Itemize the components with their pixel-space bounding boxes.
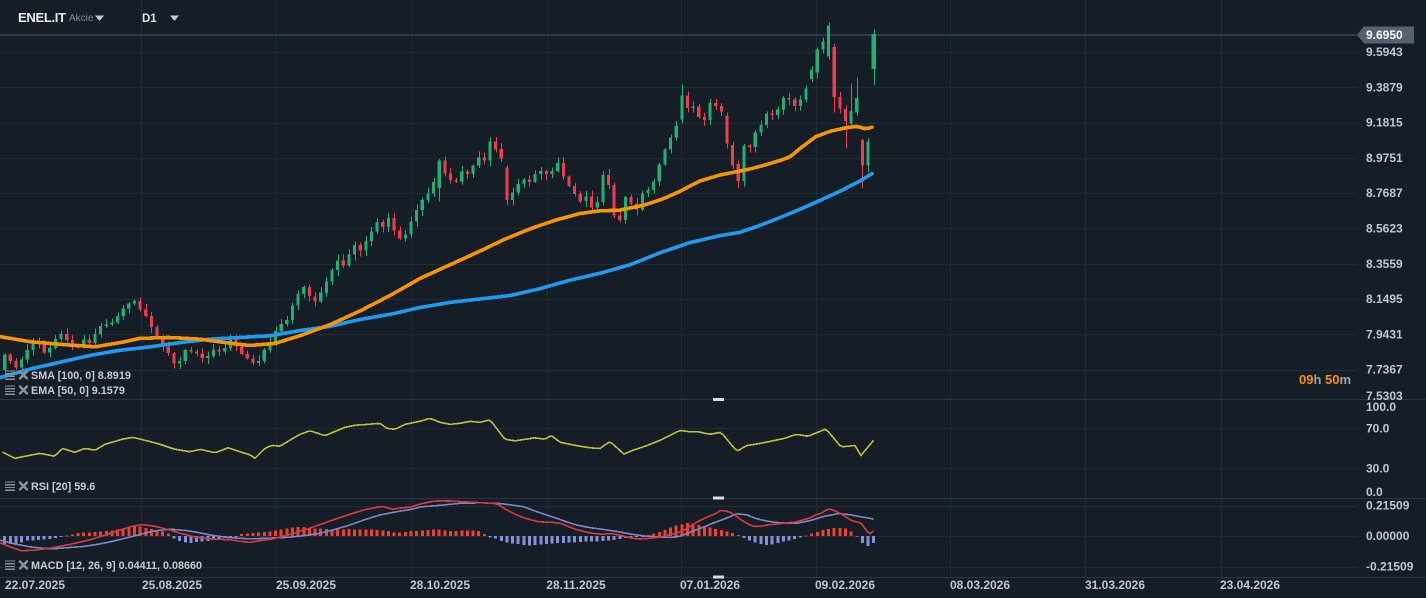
svg-text:8.5623: 8.5623 [1366,222,1403,236]
svg-text:7.5303: 7.5303 [1366,389,1403,403]
svg-text:28.10.2025: 28.10.2025 [410,578,470,592]
svg-text:SMA [100, 0] 8.8919: SMA [100, 0] 8.8919 [31,370,131,382]
svg-text:0.21509: 0.21509 [1366,499,1410,513]
svg-text:25.09.2025: 25.09.2025 [276,578,336,592]
svg-text:ENEL.IT: ENEL.IT [18,10,66,25]
svg-text:Akcie: Akcie [69,13,94,24]
svg-text:9.5943: 9.5943 [1366,45,1403,59]
svg-text:D1: D1 [142,13,157,25]
svg-text:07.01.2026: 07.01.2026 [680,578,740,592]
svg-text:9.6950: 9.6950 [1366,28,1403,42]
svg-text:0.0: 0.0 [1366,485,1383,499]
svg-text:100.0: 100.0 [1366,400,1396,414]
svg-text:9.1815: 9.1815 [1366,116,1403,130]
svg-text:7.7367: 7.7367 [1366,363,1403,377]
svg-text:9.3879: 9.3879 [1366,80,1403,94]
svg-text:31.03.2026: 31.03.2026 [1085,578,1145,592]
svg-text:7.9431: 7.9431 [1366,327,1403,341]
svg-text:28.11.2025: 28.11.2025 [546,578,606,592]
svg-text:22.07.2025: 22.07.2025 [5,578,65,592]
svg-text:RSI [20] 59.6: RSI [20] 59.6 [31,481,95,493]
svg-text:0.00000: 0.00000 [1366,529,1410,543]
svg-text:09h 50m: 09h 50m [1299,372,1351,387]
svg-text:23.04.2026: 23.04.2026 [1220,578,1280,592]
svg-text:08.03.2026: 08.03.2026 [950,578,1010,592]
svg-text:8.9751: 8.9751 [1366,151,1403,165]
svg-text:30.0: 30.0 [1366,461,1390,475]
svg-text:09.02.2026: 09.02.2026 [815,578,875,592]
svg-text:70.0: 70.0 [1366,421,1390,435]
svg-text:MACD [12, 26, 9] 0.04411, 0.0: MACD [12, 26, 9] 0.04411, 0.08660 [31,560,202,572]
svg-text:EMA [50, 0] 9.1579: EMA [50, 0] 9.1579 [31,385,125,397]
svg-text:8.3559: 8.3559 [1366,257,1403,271]
svg-text:8.7687: 8.7687 [1366,186,1403,200]
svg-text:8.1495: 8.1495 [1366,292,1403,306]
svg-text:-0.21509: -0.21509 [1366,560,1414,574]
svg-text:25.08.2025: 25.08.2025 [142,578,202,592]
